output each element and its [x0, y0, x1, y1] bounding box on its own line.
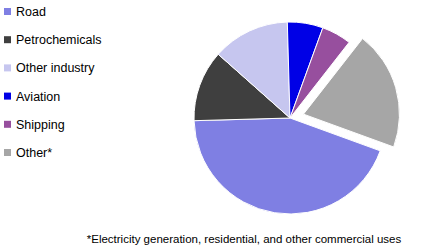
- pie-slice: [218, 22, 290, 118]
- legend-swatch: [4, 93, 11, 100]
- pie-slice: [303, 38, 399, 146]
- legend-label: Other*: [16, 146, 52, 160]
- legend-label: Road: [16, 5, 46, 19]
- legend-label: Other industry: [16, 61, 95, 75]
- legend-swatch: [4, 8, 11, 15]
- legend-swatch: [4, 36, 11, 43]
- chart-svg: Road Petrochemicals Other industry Aviation…: [0, 0, 443, 249]
- chart-container: Road Petrochemicals Other industry Aviation…: [0, 0, 443, 249]
- legend: Road Petrochemicals Other industry Aviation…: [4, 5, 101, 160]
- legend-label: Shipping: [16, 118, 65, 132]
- footnote: *Electricity generation, residential, an…: [87, 233, 402, 245]
- legend-label: Petrochemicals: [16, 33, 101, 47]
- pie: [194, 22, 399, 214]
- legend-label: Aviation: [16, 90, 60, 104]
- legend-swatch: [4, 64, 11, 71]
- legend-swatch: [4, 149, 11, 156]
- legend-swatch: [4, 121, 11, 128]
